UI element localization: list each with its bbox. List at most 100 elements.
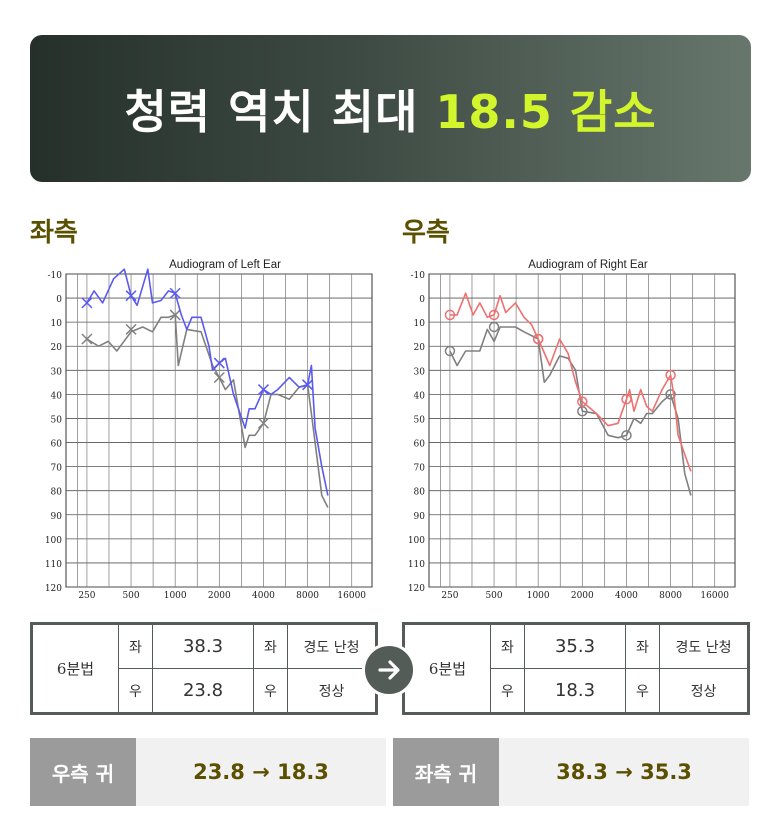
x-tick-label: 2000 [571, 591, 594, 600]
y-tick-label: 30 [414, 367, 426, 377]
y-tick-label: 50 [51, 415, 63, 425]
chart-title: Audiogram of Left Ear [169, 259, 281, 271]
summary-label: 좌측 귀 [393, 738, 499, 806]
side-label: 좌 [490, 624, 525, 669]
threshold-value: 23.8 [152, 668, 254, 713]
method-label: 6분법 [32, 624, 119, 713]
y-tick-label: 20 [51, 343, 63, 353]
o-marker [532, 333, 544, 345]
y-tick-label: 70 [51, 464, 63, 474]
left-ear-summary: 좌측 귀 38.3 → 35.3 [393, 738, 749, 806]
summary-change: 23.8 → 18.3 [193, 760, 329, 784]
headline-banner: 청력 역치 최대 18.5 감소 [30, 35, 751, 182]
side-label: 좌 [625, 624, 660, 669]
x-tick-label: 1000 [164, 591, 187, 600]
o-marker [488, 309, 500, 321]
left-audiogram-svg: -10 0 10 20 30 40 50 60 70 80 90 100 110 120 250 500 100… [45, 259, 373, 600]
headline-prefix: 청력 역치 최대 [124, 84, 436, 139]
grade-label: 정상 [287, 668, 376, 713]
x-tick-label: 16000 [337, 591, 366, 600]
x-tick-label: 4000 [252, 591, 275, 600]
y-tick-label: 110 [408, 560, 425, 570]
right-audiogram-svg: -10 0 10 20 30 40 50 60 70 80 90 100 110 120 250 500 100… [408, 259, 736, 600]
summary-change: 38.3 → 35.3 [556, 760, 692, 784]
side-label: 우 [118, 668, 153, 713]
o-marker [621, 393, 632, 405]
right-heading: 우측 [402, 218, 450, 248]
x-marker [169, 309, 181, 321]
x-marker [257, 384, 269, 396]
left-heading: 좌측 [30, 218, 78, 248]
x-marker-stroke [169, 309, 181, 321]
x-marker [213, 357, 225, 369]
y-tick-label: 50 [414, 415, 426, 425]
y-tick-label: 90 [414, 512, 426, 522]
side-label: 우 [625, 668, 660, 713]
x-marker-stroke [257, 417, 269, 429]
side-label: 우 [253, 668, 288, 713]
y-tick-label: 0 [419, 295, 425, 305]
x-tick-label: 16000 [700, 591, 729, 600]
x-tick-label: 2000 [208, 591, 231, 600]
o-marker [665, 389, 676, 400]
side-label: 좌 [118, 624, 153, 669]
right-audiogram: -10 0 10 20 30 40 50 60 70 80 90 100 110 120 250 500 100… [393, 255, 753, 600]
right-six-method-table: 6분법 좌 35.3 좌 경도 난청 우 18.3 우 정상 [402, 622, 750, 715]
x-marker-stroke [302, 379, 314, 391]
arrow-right-icon [362, 643, 416, 697]
x-tick-label: 250 [78, 591, 95, 600]
left-audiogram: -10 0 10 20 30 40 50 60 70 80 90 100 110 120 250 500 100… [30, 255, 390, 600]
x-marker-stroke [213, 372, 225, 384]
threshold-value: 18.3 [524, 668, 626, 713]
side-label: 우 [490, 668, 525, 713]
y-tick-label: 60 [414, 440, 426, 450]
y-tick-label: 80 [51, 488, 63, 498]
y-tick-label: 70 [414, 464, 426, 474]
headline-title: 청력 역치 최대 18.5 감소 [124, 76, 656, 142]
x-marker-stroke [81, 297, 93, 309]
grade-label: 경도 난청 [659, 624, 748, 669]
chart-title: Audiogram of Right Ear [528, 259, 648, 271]
series-line [449, 326, 692, 496]
y-tick-label: 0 [56, 295, 62, 305]
threshold-value: 35.3 [524, 624, 626, 669]
y-tick-label: 100 [408, 536, 425, 546]
x-tick-label: 500 [122, 591, 139, 600]
y-tick-label: 80 [414, 488, 426, 498]
x-marker [169, 287, 181, 299]
x-marker-stroke [125, 323, 137, 335]
y-tick-label: 120 [408, 584, 425, 594]
y-tick-label: 120 [45, 584, 62, 594]
o-marker [665, 369, 676, 381]
series-line [86, 268, 329, 496]
x-marker-stroke [213, 357, 225, 369]
left-six-method-table: 6분법 좌 38.3 좌 경도 난청 우 23.8 우 정상 [30, 622, 378, 715]
x-tick-label: 8000 [659, 591, 682, 600]
y-tick-label: 110 [45, 560, 62, 570]
o-marker [621, 430, 632, 441]
x-marker [81, 333, 93, 345]
summary-label: 우측 귀 [30, 738, 136, 806]
x-tick-label: 8000 [296, 591, 319, 600]
x-marker [302, 379, 314, 391]
side-label: 좌 [253, 624, 288, 669]
threshold-value: 38.3 [152, 624, 254, 669]
headline-highlight: 18.5 감소 [435, 84, 657, 139]
y-tick-label: 10 [414, 319, 426, 329]
x-marker-stroke [125, 290, 137, 302]
y-tick-label: -10 [411, 271, 426, 281]
x-marker [213, 372, 225, 384]
o-marker [488, 321, 500, 333]
y-tick-label: 20 [414, 343, 426, 353]
x-marker-stroke [257, 384, 269, 396]
right-ear-summary: 우측 귀 23.8 → 18.3 [30, 738, 386, 806]
x-marker [81, 297, 93, 309]
y-tick-label: 40 [414, 391, 426, 401]
o-marker [444, 309, 456, 321]
y-tick-label: 100 [45, 536, 62, 546]
y-tick-label: 60 [51, 440, 63, 450]
x-marker-stroke [169, 287, 181, 299]
y-tick-label: 40 [51, 391, 63, 401]
x-tick-label: 250 [441, 591, 458, 600]
method-label: 6분법 [404, 624, 491, 713]
